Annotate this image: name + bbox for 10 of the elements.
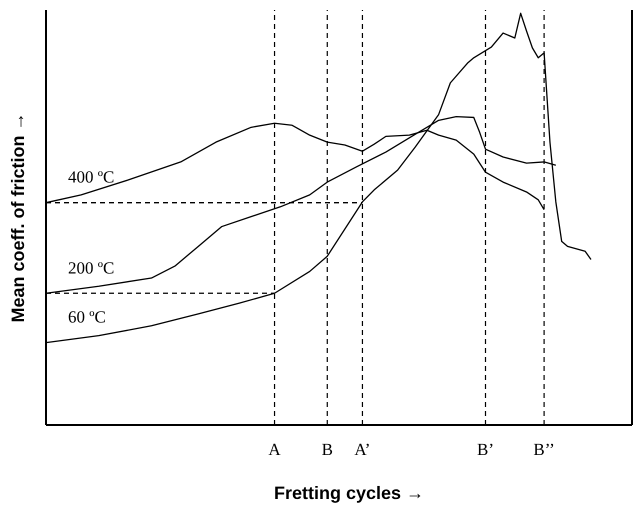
x-tick-label: B’’ [533,440,555,460]
series-label: 200 ºC [68,258,114,278]
x-tick-label: A [268,440,282,460]
series-label: 60 ºC [68,308,106,327]
y-axis-title: Mean coeff. of friction → [8,112,28,323]
x-tick-label: B [322,440,333,460]
series-label: 400 ºC [68,168,114,187]
x-tick-label: B’ [477,440,494,460]
x-axis-title: Fretting cycles → [274,483,424,503]
x-tick-label: A’ [354,440,370,460]
